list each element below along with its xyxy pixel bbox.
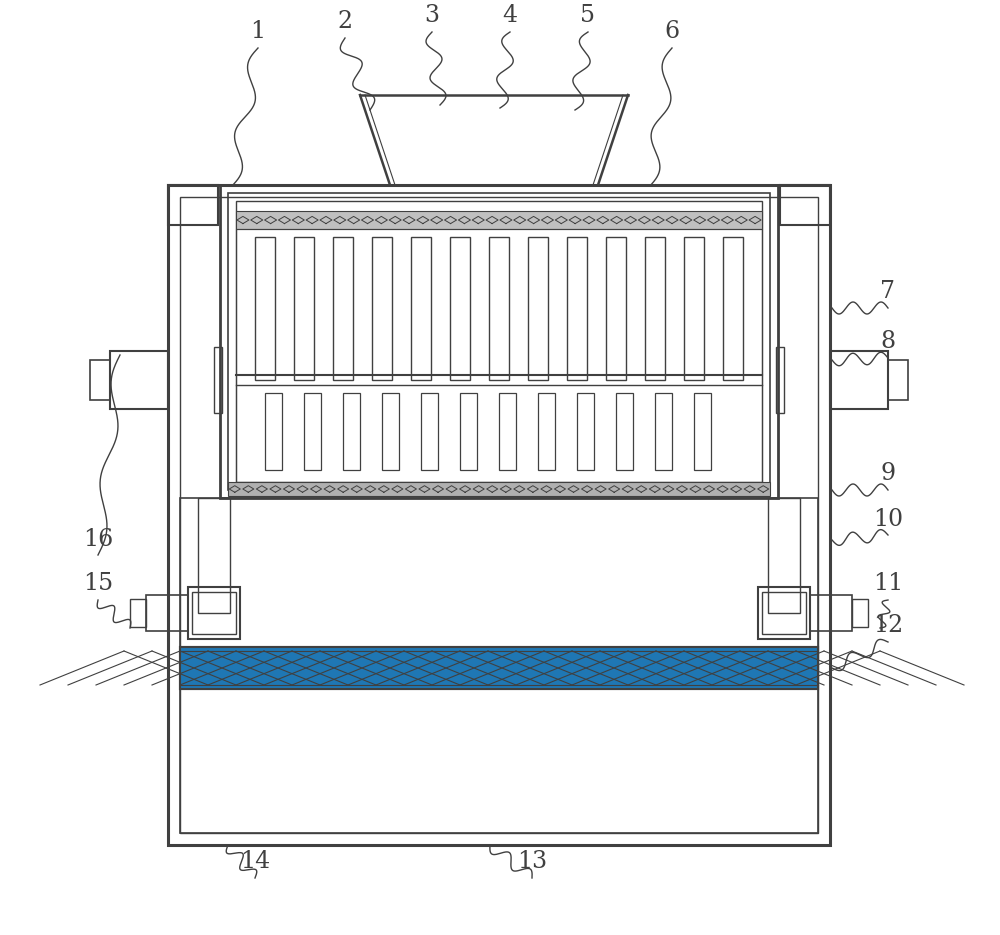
Text: 3: 3 bbox=[424, 5, 440, 27]
Text: 2: 2 bbox=[337, 10, 353, 34]
Text: 6: 6 bbox=[664, 21, 680, 44]
Bar bbox=[168, 185, 218, 225]
Bar bbox=[450, 237, 470, 380]
Bar bbox=[655, 393, 672, 470]
Bar bbox=[684, 237, 704, 380]
Bar bbox=[220, 185, 778, 498]
Bar bbox=[265, 393, 282, 470]
Bar bbox=[146, 595, 188, 631]
Bar bbox=[168, 185, 830, 845]
Bar bbox=[538, 393, 555, 470]
Text: 11: 11 bbox=[873, 572, 903, 596]
Bar bbox=[780, 185, 830, 225]
Text: 13: 13 bbox=[517, 851, 547, 873]
Bar bbox=[758, 587, 810, 639]
Bar bbox=[180, 498, 818, 833]
Text: 9: 9 bbox=[880, 463, 896, 485]
Bar bbox=[577, 393, 594, 470]
Text: 16: 16 bbox=[83, 527, 113, 551]
Text: 14: 14 bbox=[240, 851, 270, 873]
Bar bbox=[333, 237, 353, 380]
Bar bbox=[460, 393, 477, 470]
Bar bbox=[852, 599, 868, 627]
Bar bbox=[411, 237, 431, 380]
Bar bbox=[180, 647, 818, 689]
Bar bbox=[489, 237, 509, 380]
Bar bbox=[236, 229, 762, 482]
Bar bbox=[762, 592, 806, 634]
Bar bbox=[645, 237, 665, 380]
Bar bbox=[528, 237, 548, 380]
Bar bbox=[130, 599, 146, 627]
Bar bbox=[888, 360, 908, 400]
Bar bbox=[90, 360, 110, 400]
Bar bbox=[236, 211, 762, 229]
Bar bbox=[606, 237, 626, 380]
Bar bbox=[616, 393, 633, 470]
Bar bbox=[499, 393, 516, 470]
Bar bbox=[694, 393, 711, 470]
Bar bbox=[723, 237, 743, 380]
Bar bbox=[830, 351, 888, 409]
Bar bbox=[421, 393, 438, 470]
Bar bbox=[343, 393, 360, 470]
Bar bbox=[236, 201, 762, 482]
Bar bbox=[228, 482, 770, 496]
Text: 5: 5 bbox=[580, 5, 596, 27]
Text: 4: 4 bbox=[502, 5, 518, 27]
Bar bbox=[382, 393, 399, 470]
Bar bbox=[810, 595, 852, 631]
Bar bbox=[255, 237, 275, 380]
Bar bbox=[180, 647, 818, 689]
Bar bbox=[180, 647, 818, 689]
Bar bbox=[228, 193, 770, 490]
Bar bbox=[304, 393, 321, 470]
Bar bbox=[188, 587, 240, 639]
Bar bbox=[180, 197, 818, 833]
Bar bbox=[294, 237, 314, 380]
Text: 15: 15 bbox=[83, 572, 113, 596]
Bar bbox=[372, 237, 392, 380]
Bar bbox=[776, 347, 784, 413]
Text: 7: 7 bbox=[881, 280, 896, 304]
Bar bbox=[768, 498, 800, 613]
Bar bbox=[192, 592, 236, 634]
Bar bbox=[214, 347, 222, 413]
Bar bbox=[180, 647, 818, 689]
Text: 12: 12 bbox=[873, 614, 903, 638]
Text: 10: 10 bbox=[873, 508, 903, 530]
Text: 1: 1 bbox=[250, 21, 266, 44]
Bar bbox=[567, 237, 587, 380]
Text: 8: 8 bbox=[880, 330, 896, 353]
Bar bbox=[198, 498, 230, 613]
Bar bbox=[110, 351, 168, 409]
